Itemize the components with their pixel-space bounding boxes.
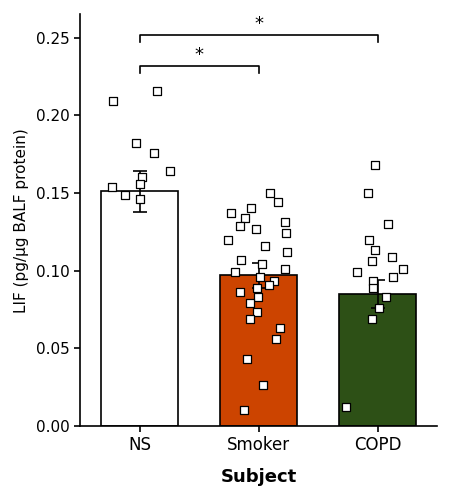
Point (368, 258, 376, 266)
Bar (220, 275, 297, 426)
Point (109, 183, 116, 191)
Point (238, 256, 245, 264)
Point (271, 278, 278, 285)
Point (225, 236, 232, 244)
Point (246, 314, 253, 322)
Point (227, 209, 235, 217)
Point (166, 167, 174, 175)
Point (241, 406, 248, 414)
Point (400, 265, 407, 273)
Point (284, 248, 291, 256)
Point (138, 174, 146, 182)
Point (121, 190, 129, 198)
Point (375, 304, 382, 312)
Point (136, 180, 143, 188)
Point (369, 278, 376, 285)
Point (257, 273, 264, 281)
Point (247, 299, 254, 307)
Point (253, 308, 261, 316)
Point (368, 314, 376, 322)
Point (276, 324, 284, 332)
Point (232, 268, 239, 276)
Point (281, 265, 288, 273)
Text: *: * (194, 46, 203, 64)
Bar (101, 192, 178, 426)
Point (260, 382, 267, 390)
Point (274, 198, 281, 206)
Point (243, 355, 250, 363)
Point (272, 335, 279, 343)
Point (369, 284, 377, 292)
Point (150, 148, 157, 156)
Point (154, 86, 161, 94)
Point (282, 230, 290, 237)
Point (388, 252, 395, 260)
Point (389, 273, 396, 281)
Point (254, 293, 262, 301)
Point (109, 98, 116, 106)
Point (267, 189, 274, 197)
Point (253, 284, 260, 292)
Point (252, 224, 259, 232)
Point (237, 222, 244, 230)
Point (382, 293, 390, 301)
Point (132, 140, 139, 147)
Point (248, 204, 255, 212)
Point (236, 288, 244, 296)
Point (366, 236, 373, 244)
Point (261, 242, 268, 250)
Point (371, 161, 378, 169)
Point (365, 189, 372, 197)
Bar (339, 294, 416, 426)
Point (371, 246, 378, 254)
Point (266, 280, 273, 288)
Point (258, 260, 265, 268)
Point (384, 220, 391, 228)
Point (342, 403, 350, 411)
Point (136, 195, 143, 203)
Point (281, 218, 288, 226)
Point (241, 214, 249, 222)
X-axis label: Subject: Subject (221, 468, 297, 486)
Y-axis label: LIF (pg/μg BALF protein): LIF (pg/μg BALF protein) (14, 128, 29, 312)
Point (354, 268, 361, 276)
Text: *: * (254, 15, 263, 33)
